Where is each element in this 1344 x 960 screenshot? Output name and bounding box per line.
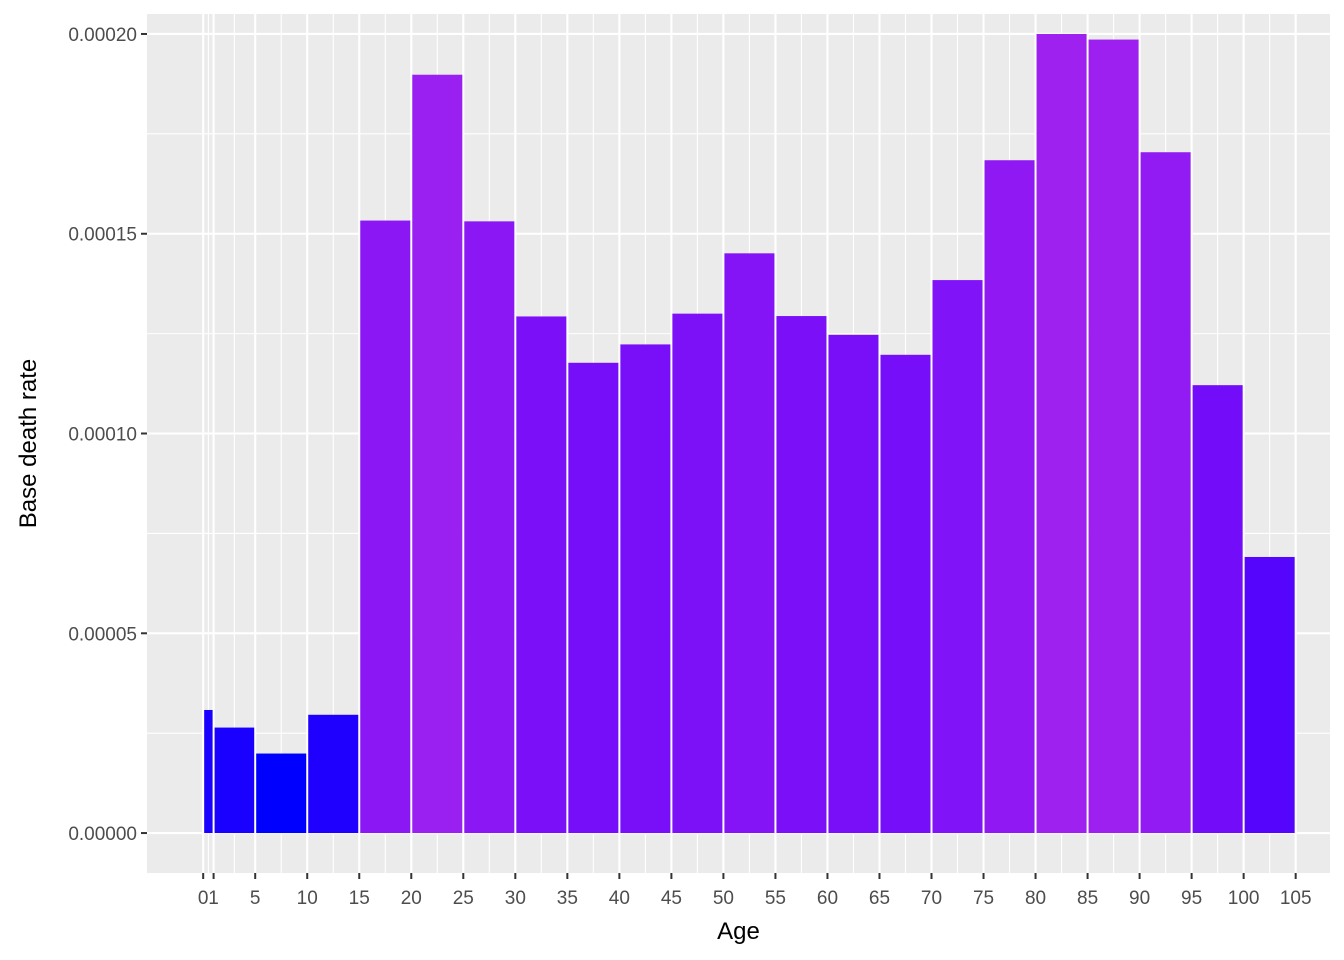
x-tick-label-17: 80 — [1025, 888, 1046, 909]
y-tick-label-4: 0.00020 — [68, 25, 137, 46]
bar-13 — [828, 334, 879, 834]
bar-11 — [724, 253, 775, 834]
y-tick-label-0: 0.00000 — [68, 824, 137, 845]
x-tick-label-13: 60 — [817, 888, 838, 909]
bar-1 — [214, 727, 255, 834]
bar-15 — [932, 280, 983, 834]
x-tick-label-4: 15 — [349, 888, 370, 909]
x-tick-label-5: 20 — [401, 888, 422, 909]
bar-5 — [412, 74, 463, 834]
x-tick-label-2: 5 — [250, 888, 261, 909]
bar-16 — [984, 160, 1035, 834]
bar-2 — [256, 753, 307, 834]
y-tick-label-1: 0.00005 — [68, 624, 137, 645]
x-tick-label-9: 40 — [609, 888, 630, 909]
x-tick-label-8: 35 — [557, 888, 578, 909]
x-tick-label-7: 30 — [505, 888, 526, 909]
y-tick-label-3: 0.00015 — [68, 225, 137, 246]
x-axis-title: Age — [717, 918, 760, 945]
x-tick-label-15: 70 — [921, 888, 942, 909]
bar-10 — [672, 313, 723, 834]
bar-17 — [1036, 33, 1087, 834]
x-tick-label-11: 50 — [713, 888, 734, 909]
y-axis-title: Base death rate — [15, 359, 42, 528]
bar-14 — [880, 354, 931, 834]
x-tick-label-16: 75 — [973, 888, 994, 909]
x-tick-label-22: 105 — [1280, 888, 1312, 909]
x-tick-label-12: 55 — [765, 888, 786, 909]
bar-7 — [516, 316, 567, 834]
bar-19 — [1140, 152, 1191, 834]
bar-3 — [308, 714, 359, 834]
bars — [204, 33, 1295, 834]
x-tick-label-6: 25 — [453, 888, 474, 909]
x-axis: 0 1 5 10 15 20 25 30 35 40 45 50 55 60 65 70 75 80 85 90 95 1… — [198, 873, 1312, 909]
x-tick-label-10: 45 — [661, 888, 682, 909]
x-tick-label-20: 95 — [1181, 888, 1202, 909]
bar-20 — [1192, 385, 1243, 834]
bar-9 — [620, 344, 671, 834]
major-gridlines — [147, 14, 1330, 873]
x-tick-label-3: 10 — [297, 888, 318, 909]
bar-18 — [1088, 39, 1139, 834]
bar-0 — [204, 709, 213, 834]
bar-12 — [776, 316, 827, 834]
y-axis: 0.00000 0.00005 0.00010 0.00015 0.00020 — [68, 25, 147, 845]
x-tick-label-0: 0 — [198, 888, 209, 909]
x-tick-label-14: 65 — [869, 888, 890, 909]
x-tick-label-21: 100 — [1228, 888, 1260, 909]
bar-6 — [464, 221, 515, 834]
x-tick-label-18: 85 — [1077, 888, 1098, 909]
bar-21 — [1244, 556, 1295, 834]
bar-8 — [568, 362, 619, 834]
y-tick-label-2: 0.00010 — [68, 425, 137, 446]
x-tick-label-19: 90 — [1129, 888, 1150, 909]
bar-4 — [360, 220, 411, 834]
x-tick-label-1: 1 — [208, 888, 219, 909]
